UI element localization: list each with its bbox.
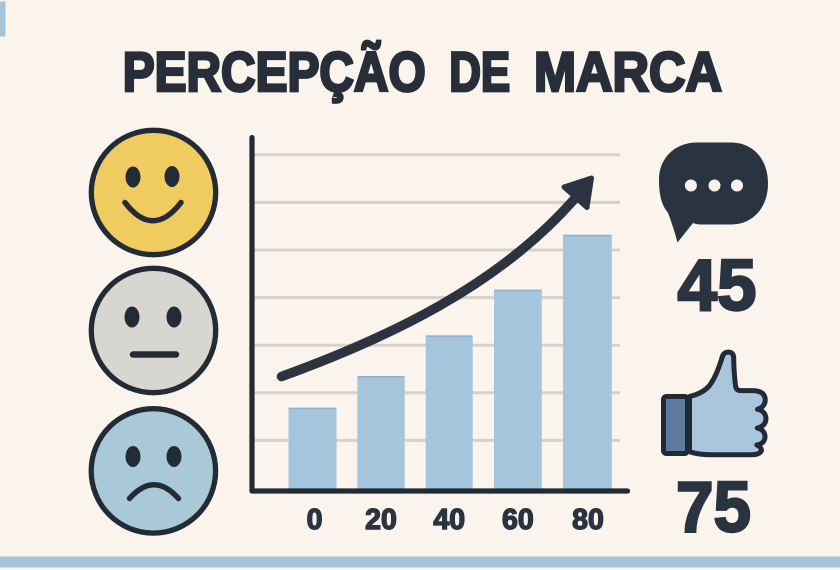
svg-text:60: 60 — [502, 504, 534, 536]
svg-text:75: 75 — [676, 468, 751, 548]
svg-text:40: 40 — [433, 504, 465, 536]
svg-text:80: 80 — [572, 504, 604, 536]
svg-text:0: 0 — [307, 504, 323, 536]
svg-text:PERCEPÇÃO: PERCEPÇÃO — [123, 41, 426, 103]
svg-text:DE: DE — [449, 41, 510, 103]
svg-text:20: 20 — [365, 504, 397, 536]
svg-text:45: 45 — [678, 246, 757, 326]
svg-text:MARCA: MARCA — [534, 41, 722, 103]
